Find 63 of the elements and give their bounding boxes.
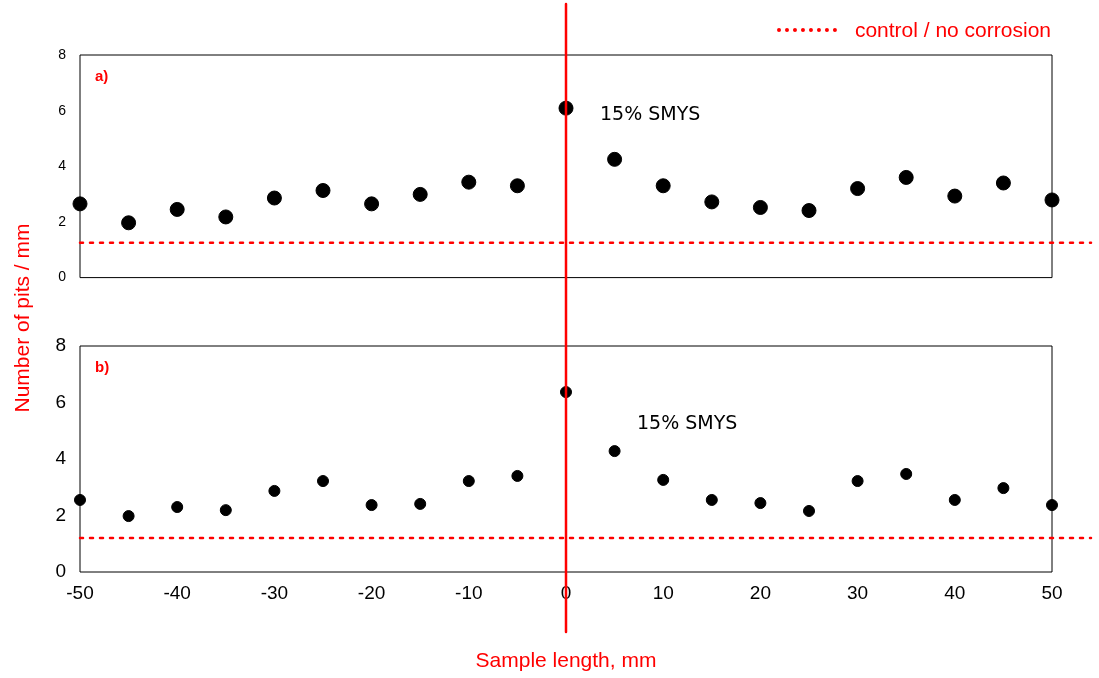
y-tick-label: 6: [55, 390, 66, 412]
point: [511, 469, 524, 482]
point: [219, 504, 232, 517]
x-tick-label: 40: [944, 581, 966, 603]
point: [266, 190, 282, 206]
point: [122, 510, 135, 523]
point: [218, 209, 234, 225]
point: [801, 203, 817, 219]
point: [509, 178, 525, 194]
point: [752, 199, 768, 215]
point: [997, 482, 1010, 495]
y-tick-label: 6: [58, 101, 67, 118]
annotation: 15% SMYS: [636, 411, 738, 433]
x-tick-label: -20: [357, 581, 386, 603]
annotation: b): [95, 358, 110, 375]
point: [900, 467, 913, 480]
point: [315, 183, 331, 199]
x-axis-title: Sample length, mm: [475, 648, 657, 672]
x-tick-label: -10: [455, 581, 483, 603]
x-tick-label: 10: [652, 581, 674, 603]
point: [948, 493, 961, 506]
x-tick-label: 50: [1041, 581, 1063, 603]
point: [365, 499, 378, 512]
point: [317, 475, 329, 488]
point: [171, 501, 184, 514]
point: [995, 175, 1011, 191]
point: [169, 201, 185, 217]
x-tick-label: -40: [163, 581, 191, 603]
legend-label: control / no corrosion: [854, 18, 1051, 42]
x-tick-label: -30: [260, 581, 289, 603]
x-tick-label: 30: [847, 581, 869, 603]
y-tick-label: 2: [55, 503, 66, 525]
y-axis-title: Number of pits / mm: [10, 223, 34, 413]
y-tick-label: 4: [58, 157, 67, 174]
point: [268, 484, 281, 497]
point: [655, 178, 671, 194]
x-tick-label: 20: [749, 581, 771, 603]
point: [947, 188, 963, 204]
y-tick-label: 0: [58, 268, 67, 285]
point: [850, 181, 866, 197]
point: [412, 186, 428, 202]
point: [607, 151, 623, 167]
point: [803, 504, 815, 517]
point: [121, 215, 137, 231]
y-tick-label: 2: [58, 212, 67, 229]
point: [851, 475, 864, 488]
point: [608, 445, 621, 458]
annotation: a): [95, 67, 109, 84]
y-tick-label: 8: [55, 334, 66, 356]
y-tick-label: 4: [55, 447, 67, 469]
point: [461, 174, 477, 190]
y-tick-label: 8: [58, 45, 67, 62]
y-tick-label: 0: [55, 560, 66, 582]
point: [462, 475, 475, 488]
point: [898, 169, 914, 185]
point: [364, 196, 380, 212]
point: [657, 473, 670, 486]
point: [414, 497, 427, 510]
point: [754, 497, 767, 510]
point: [705, 493, 718, 506]
point: [704, 194, 720, 210]
annotation: 15% SMYS: [600, 102, 701, 124]
x-tick-label: -50: [66, 581, 94, 603]
